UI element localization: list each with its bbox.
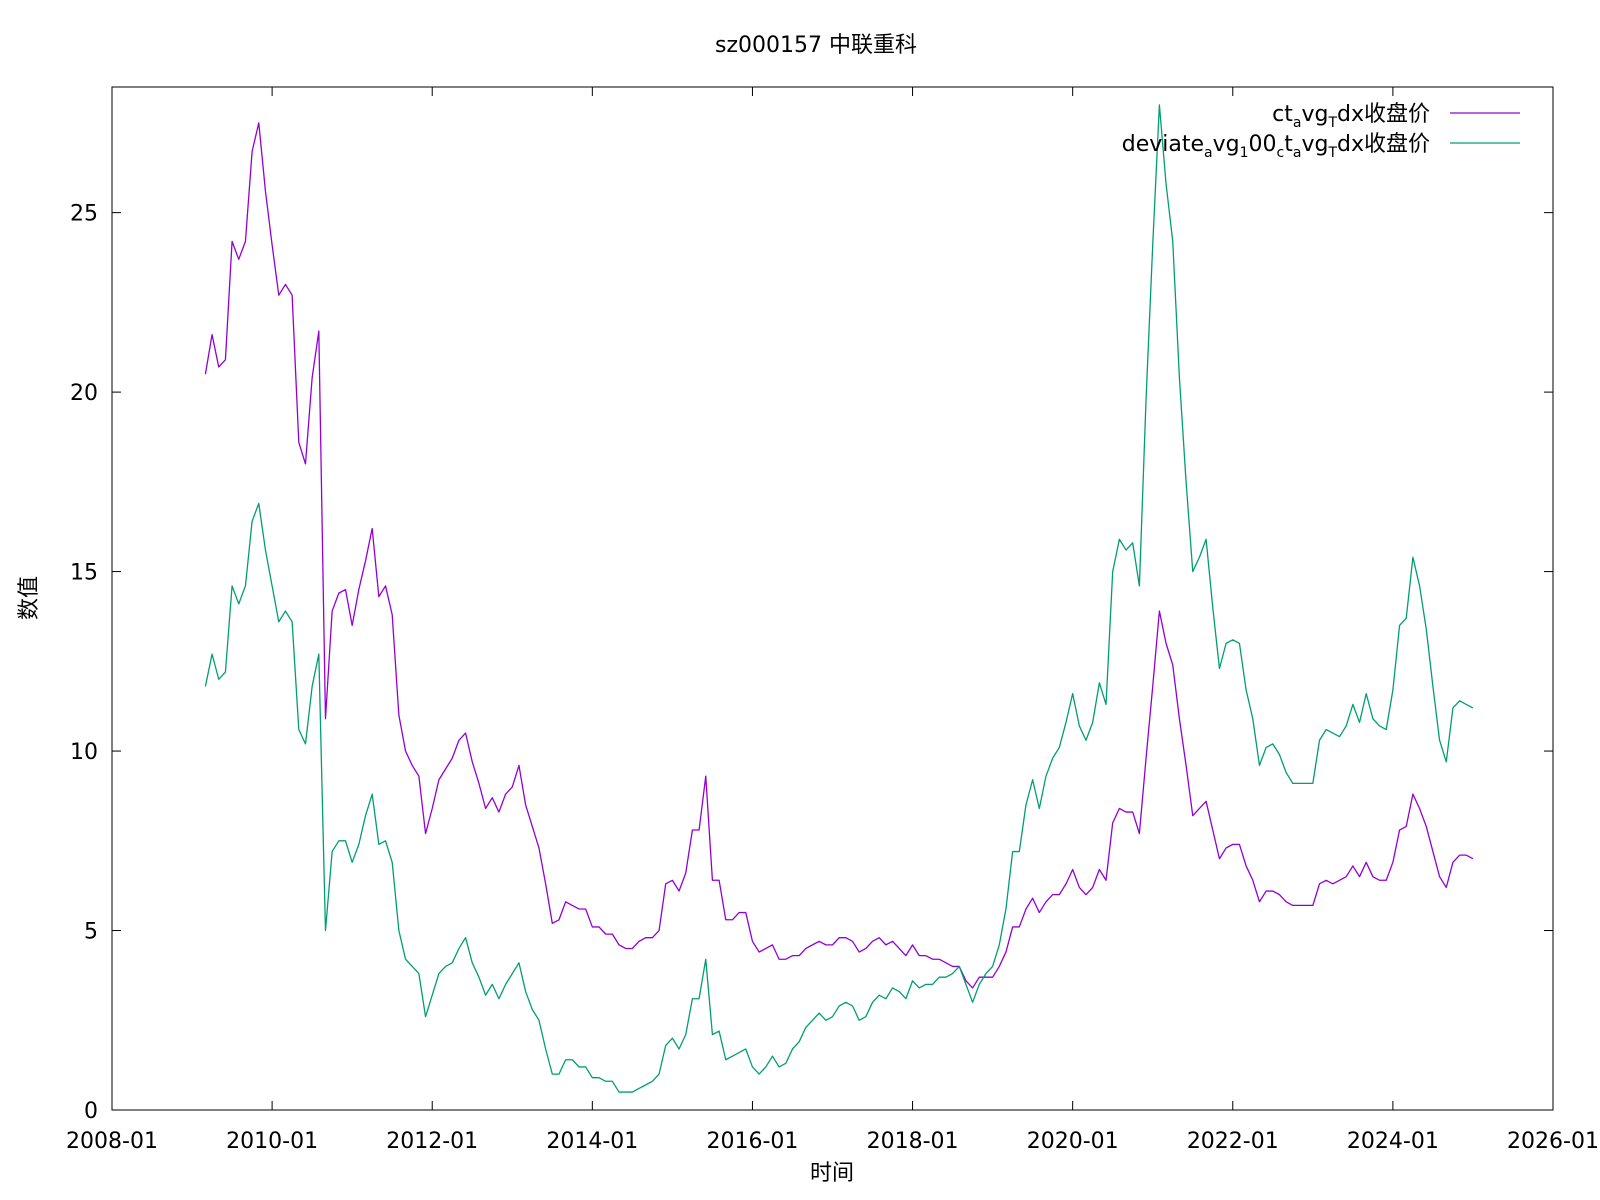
legend-label-part: vg — [1301, 102, 1328, 127]
x-tick-label: 2018-01 — [867, 1129, 959, 1154]
series-line-1 — [204, 122, 1474, 989]
y-tick-label: 10 — [70, 740, 98, 765]
legend-label-part: ct — [1272, 102, 1293, 127]
legend-label-part: vg — [1213, 132, 1240, 157]
y-axis-label: 数值 — [17, 576, 42, 620]
legend-label-part: dx收盘价 — [1337, 132, 1430, 157]
legend-label-part: a — [1293, 115, 1302, 131]
plot-frame — [111, 86, 1554, 1111]
y-tick-label: 20 — [70, 381, 98, 406]
y-tick-label: 15 — [70, 561, 98, 586]
x-tick-label: 2012-01 — [386, 1129, 478, 1154]
y-axis: 0 5 10 15 20 25 — [70, 202, 1553, 1124]
y-tick-label: 0 — [84, 1099, 98, 1124]
legend-label-part: 1 — [1240, 145, 1249, 161]
x-tick-label: 2020-01 — [1027, 1129, 1119, 1154]
x-axis: 2008-01 2010-01 2012-01 2014-01 2016-01 2018-… — [66, 87, 1599, 1154]
series-line-2 — [204, 104, 1474, 1093]
y-tick-label: 25 — [70, 202, 98, 227]
x-tick-label: 2016-01 — [706, 1129, 798, 1154]
series-group — [204, 104, 1474, 1093]
legend-label-2: deviateavg100ctavgTdx收盘价 — [1122, 132, 1430, 161]
legend-label-part: T — [1327, 145, 1337, 161]
legend-label-part: T — [1327, 115, 1337, 131]
x-tick-label: 2010-01 — [226, 1129, 318, 1154]
legend-label-1: ctavgTdx收盘价 — [1272, 102, 1430, 131]
x-tick-label: 2022-01 — [1187, 1129, 1279, 1154]
legend-label-part: c — [1277, 145, 1285, 161]
x-tick-label: 2024-01 — [1347, 1129, 1439, 1154]
legend-label-part: dx收盘价 — [1337, 102, 1430, 127]
x-tick-label: 2026-01 — [1507, 1129, 1599, 1154]
x-tick-label: 2008-01 — [66, 1129, 158, 1154]
legend-label-part: a — [1204, 145, 1213, 161]
legend-label-part: t — [1284, 132, 1293, 157]
legend-label-part: a — [1293, 145, 1302, 161]
chart-title: sz000157 中联重科 — [715, 33, 917, 58]
x-tick-label: 2014-01 — [546, 1129, 638, 1154]
legend-label-part: 00 — [1249, 132, 1277, 157]
legend-label-part: vg — [1301, 132, 1328, 157]
y-tick-label: 5 — [84, 920, 98, 945]
x-axis-label: 时间 — [810, 1161, 854, 1186]
legend-label-part: deviate — [1122, 132, 1204, 157]
